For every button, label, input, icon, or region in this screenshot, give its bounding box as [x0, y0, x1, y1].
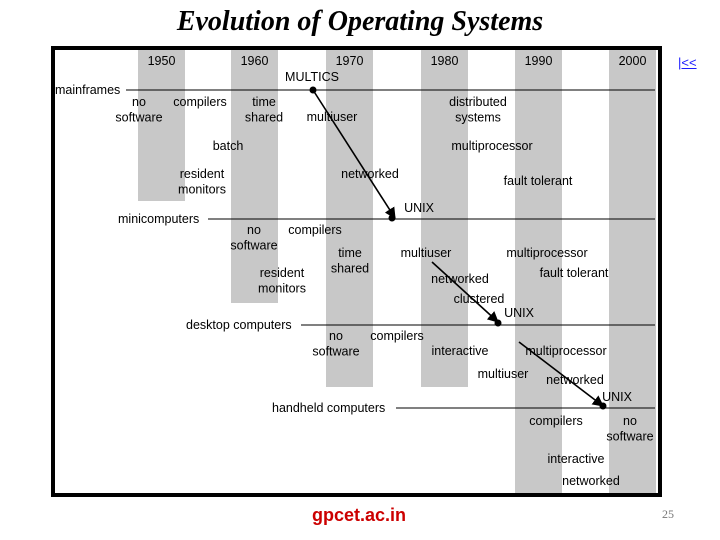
mc-no-software-line-1: no — [247, 223, 261, 237]
mf-resident-monitors-line-2: monitors — [178, 183, 226, 197]
category-handheld-computers: handheld computers — [272, 401, 385, 415]
decade-band-1950 — [138, 50, 185, 201]
mf-time-shared-line-1: time — [252, 95, 276, 109]
diagram-frame: 1950 1960 1970 1980 1990 2000 mainframes minico… — [51, 46, 662, 497]
unix-node-dot-3 — [494, 319, 502, 327]
category-desktop-computers: desktop computers — [186, 318, 292, 332]
decade-label-1960: 1960 — [241, 54, 269, 68]
mf-networked: networked — [341, 167, 399, 181]
decade-label-2000: 2000 — [619, 54, 647, 68]
unix-label-1: UNIX — [404, 201, 435, 215]
dc-multiprocessor: multiprocessor — [525, 344, 606, 358]
unix-label-3: UNIX — [602, 390, 633, 404]
handheld-unix-arrow — [518, 341, 604, 407]
mf-multiuser: multiuser — [307, 110, 358, 124]
unix-node-dot-1 — [309, 86, 317, 94]
dc-multiuser: multiuser — [478, 367, 529, 381]
multics-to-unix-arrow — [312, 89, 396, 219]
dc-networked: networked — [546, 373, 604, 387]
dc-no-software-line-2: software — [312, 345, 359, 359]
decade-band-2000 — [609, 50, 656, 495]
mf-no-software-line-2: software — [115, 111, 162, 125]
dc-compilers: compilers — [370, 329, 424, 343]
mc-fault-tolerant: fault tolerant — [540, 266, 609, 280]
slide-title: Evolution of Operating Systems — [176, 6, 544, 37]
mc-no-software-line-2: software — [230, 239, 277, 253]
unix-node-dot-2 — [388, 214, 396, 222]
hh-interactive: interactive — [548, 452, 605, 466]
decade-label-1950: 1950 — [148, 54, 176, 68]
mc-resident-monitors-line-1: resident — [260, 266, 305, 280]
mf-fault-tolerant: fault tolerant — [504, 174, 573, 188]
category-minicomputers: minicomputers — [118, 212, 199, 226]
mf-compilers: compilers — [173, 95, 227, 109]
mc-resident-monitors-line-2: monitors — [258, 282, 306, 296]
footer-website: gpcet.ac.in — [312, 505, 407, 525]
dc-no-software-line-1: no — [329, 329, 343, 343]
page-number: 25 — [662, 507, 674, 521]
mf-time-shared-line-2: shared — [245, 111, 283, 125]
mf-distributed-systems-line-1: distributed — [449, 95, 507, 109]
unix-label-2: UNIX — [504, 306, 535, 320]
mc-networked: networked — [431, 272, 489, 286]
hh-networked: networked — [562, 474, 620, 488]
mini-unix-arrow — [431, 261, 499, 323]
first-slide-link[interactable]: |<< — [678, 55, 697, 70]
mc-compilers: compilers — [288, 223, 342, 237]
mf-batch: batch — [213, 139, 244, 153]
hh-no-software-line-1: no — [623, 414, 637, 428]
os-evolution-diagram: 1950 1960 1970 1980 1990 2000 mainframes minico… — [55, 50, 656, 495]
hh-no-software-line-2: software — [606, 430, 653, 444]
decade-label-1990: 1990 — [525, 54, 553, 68]
decade-band-1990 — [515, 50, 562, 495]
unix-node-dot-4 — [599, 402, 607, 410]
hh-compilers: compilers — [529, 414, 583, 428]
decade-label-1980: 1980 — [431, 54, 459, 68]
decade-label-1970: 1970 — [336, 54, 364, 68]
mf-distributed-systems-line-2: systems — [455, 111, 501, 125]
mc-multiprocessor: multiprocessor — [506, 246, 587, 260]
category-mainframes: mainframes — [55, 83, 120, 97]
mc-clustered: clustered — [454, 292, 505, 306]
mc-time-shared-line-2: shared — [331, 262, 369, 276]
mf-resident-monitors-line-1: resident — [180, 167, 225, 181]
mf-no-software-line-1: no — [132, 95, 146, 109]
dc-interactive: interactive — [432, 344, 489, 358]
decade-band-1960 — [231, 50, 278, 303]
multics-label: MULTICS — [285, 70, 339, 84]
mc-time-shared-line-1: time — [338, 246, 362, 260]
mf-multiprocessor: multiprocessor — [451, 139, 532, 153]
mc-multiuser: multiuser — [401, 246, 452, 260]
